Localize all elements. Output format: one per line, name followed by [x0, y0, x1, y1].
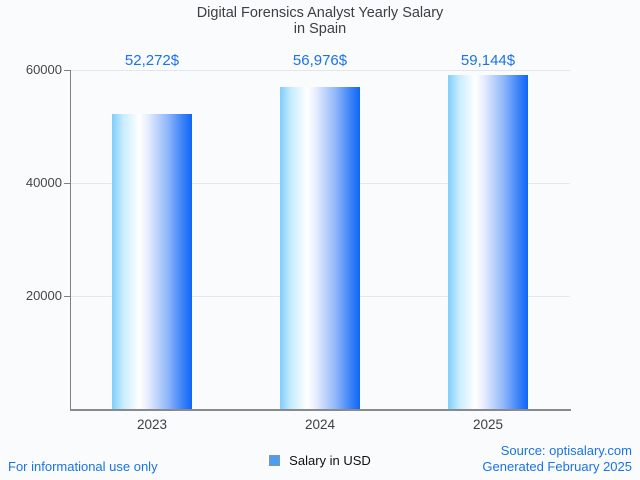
- y-tick-40000: [64, 183, 70, 184]
- disclaimer-text: For informational use only: [8, 459, 158, 474]
- source-block: Source: optisalary.com Generated Februar…: [482, 443, 632, 475]
- bar-2025[interactable]: [448, 75, 528, 409]
- generated-date: Generated February 2025: [482, 459, 632, 474]
- y-tick-label-20000: 20000: [25, 288, 62, 303]
- source-link[interactable]: Source: optisalary.com: [500, 443, 632, 458]
- value-label-2024: 56,976$: [292, 52, 348, 69]
- plot-area: [70, 70, 570, 409]
- chart-title: Digital Forensics Analyst Yearly Salary …: [0, 5, 640, 37]
- bar-2024[interactable]: [280, 87, 360, 409]
- gridline-60000: [70, 70, 570, 71]
- bar-2023[interactable]: [112, 114, 192, 409]
- x-tick-label-2023: 2023: [136, 417, 168, 432]
- legend-swatch-icon: [269, 455, 281, 466]
- x-axis-line: [70, 409, 571, 411]
- x-tick-label-2025: 2025: [472, 417, 504, 432]
- x-tick-label-2024: 2024: [304, 417, 336, 432]
- value-label-2023: 52,272$: [124, 52, 180, 69]
- y-tick-label-60000: 60000: [25, 62, 62, 77]
- legend-label: Salary in USD: [289, 453, 371, 468]
- chart-title-line1: Digital Forensics Analyst Yearly Salary: [196, 5, 444, 21]
- y-axis-line: [70, 70, 71, 410]
- value-label-2025: 59,144$: [460, 52, 516, 69]
- chart-title-line2: in Spain: [293, 21, 347, 37]
- y-tick-label-40000: 40000: [25, 175, 62, 190]
- y-tick-60000: [64, 70, 70, 71]
- y-tick-20000: [64, 296, 70, 297]
